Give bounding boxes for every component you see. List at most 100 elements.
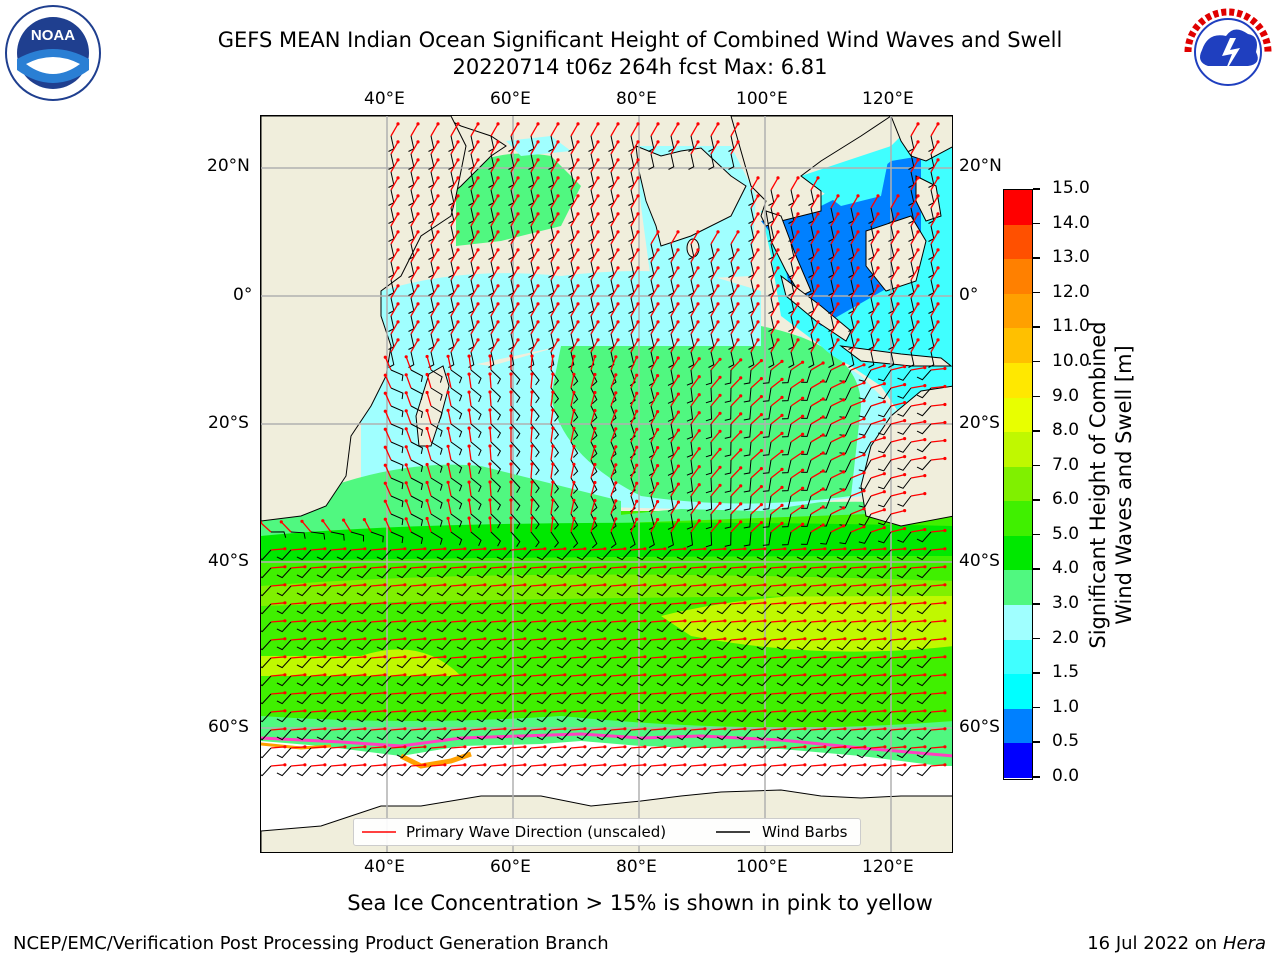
wave-arrow [590,500,596,515]
wave-arrow-head [882,454,886,458]
wave-arrow [810,452,824,461]
wave-arrow [590,356,596,371]
wave-arrow [390,177,399,191]
wave-arrow [363,519,372,533]
wave-arrow [343,519,352,533]
wave-arrow-head [776,320,780,324]
colorbar-band [1004,708,1032,744]
wave-arrow [750,638,765,641]
wave-arrow [810,321,819,335]
wave-arrow [610,213,619,227]
wave-arrow-head [903,419,907,423]
wave-arrow [384,356,392,371]
wind-barb [796,657,812,669]
wind-barb [796,639,812,651]
wave-arrow-head [862,363,866,367]
wind-barb [858,387,872,400]
wind-barb [896,567,912,579]
wave-arrow [426,410,432,425]
wind-barb [390,387,404,400]
wave-arrow-head [443,673,447,677]
wind-barb [356,675,372,687]
wave-arrow-head [803,583,807,587]
wave-arrow [390,656,405,659]
wave-arrow [530,548,545,551]
wind-barb [820,531,832,545]
wind-barb [276,549,292,561]
wave-arrow [489,445,492,461]
wave-arrow-head [476,230,480,234]
wave-arrow-head [821,415,825,419]
wind-barb [796,603,812,615]
wave-arrow-head [823,727,827,731]
wave-arrow-head [635,355,639,359]
wave-arrow [810,746,825,749]
wave-arrow [550,231,559,245]
wave-arrow-head [283,763,287,767]
colorbar-tick-mark [1033,741,1040,743]
wave-arrow [790,321,799,335]
wave-arrow-head [303,691,307,695]
wave-arrow-head [416,302,420,306]
wave-arrow [770,267,779,281]
wave-arrow [510,213,519,227]
wave-arrow [890,728,905,731]
wave-arrow [830,602,845,605]
wave-arrow-head [383,373,387,377]
wave-arrow-head [463,601,467,605]
wind-barb [316,621,332,633]
wave-arrow [530,463,533,479]
wave-arrow [930,403,945,407]
wind-barb [596,585,612,597]
wave-arrow-head [943,727,947,731]
wave-arrow [670,620,685,623]
wave-arrow-head [596,122,600,126]
wave-arrow-head [383,481,387,485]
wind-barb [756,639,772,651]
wave-arrow [590,231,599,245]
wave-arrow [330,728,345,731]
wave-arrow-head [403,601,407,605]
wind-barb [416,747,432,759]
wind-barb [608,351,615,368]
wave-arrow [550,267,559,281]
wave-arrow-head [723,745,727,749]
wave-arrow [290,674,305,677]
wave-arrow [930,123,939,137]
wind-barb [676,711,692,723]
wind-barb [616,567,632,579]
colorbar-band [1004,466,1032,502]
colorbar-band [1004,605,1032,640]
wind-barb [596,621,612,633]
wind-barb [356,639,372,651]
wave-arrow [590,602,605,605]
wave-arrow [890,509,905,515]
wind-barb [628,171,635,188]
wave-arrow [450,249,459,263]
wave-arrow [310,602,325,605]
wind-barb [696,585,712,597]
wind-barb [776,549,792,561]
wave-arrow [610,159,619,173]
wave-arrow [450,764,465,767]
wave-arrow-head [696,140,700,144]
wave-arrow [650,602,665,605]
wave-arrow-head [323,637,327,641]
wave-arrow-head [383,673,387,677]
wave-arrow [790,361,803,371]
wind-barb [705,441,713,458]
wave-arrow-head [863,601,867,605]
wave-arrow-head [403,565,407,569]
wave-arrow [610,321,619,335]
wave-arrow [870,437,885,443]
colorbar-tick-label: 6.0 [1052,489,1080,510]
wave-arrow-head [823,691,827,695]
wave-arrow [610,141,619,155]
wind-barb [496,657,512,669]
wave-arrow-head [883,745,887,749]
wave-arrow [710,376,721,389]
wind-barb [490,441,502,457]
wind-barb [530,369,540,386]
wave-arrow [490,710,505,713]
wave-arrow-head [780,449,784,453]
